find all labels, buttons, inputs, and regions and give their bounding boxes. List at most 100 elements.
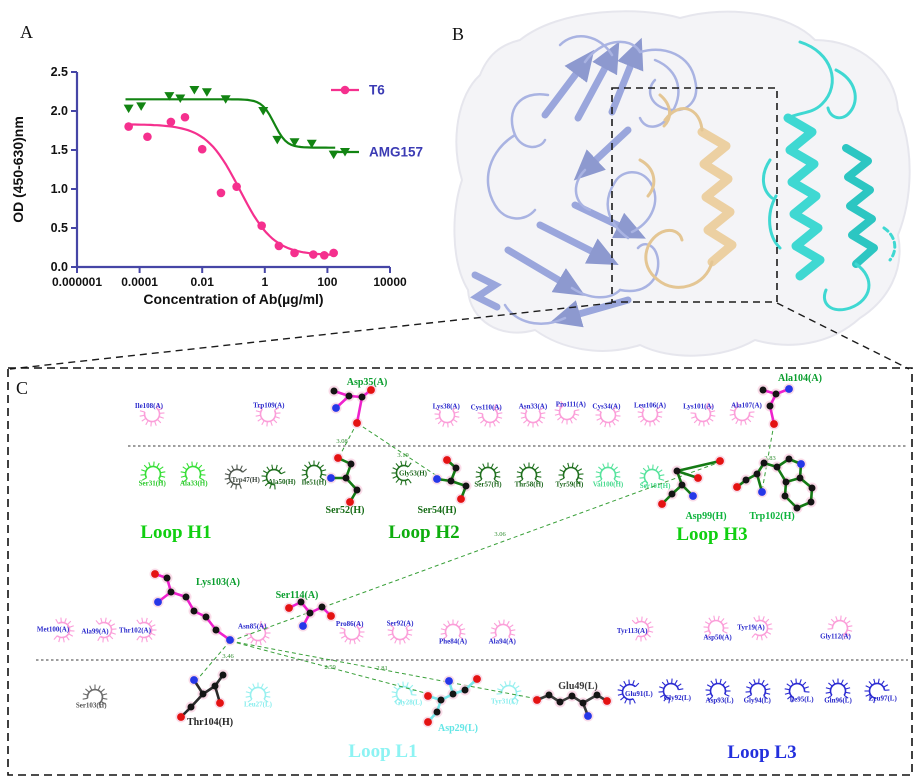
residue-structure-ser114a: Ser114(A) bbox=[276, 590, 337, 632]
residue-arc-trp109a: Trp109(A) bbox=[253, 402, 285, 427]
residue-arc-label: Leu27(L) bbox=[244, 701, 273, 709]
residue-arc-label: Cys110(A) bbox=[471, 403, 503, 411]
residue-structure-ser54h: Ser54(H) bbox=[418, 454, 472, 516]
panel-b-label: B bbox=[452, 24, 465, 44]
atom-c bbox=[742, 476, 750, 484]
residue-arc-label: Ala99(A) bbox=[81, 627, 109, 635]
atom-o bbox=[346, 498, 354, 506]
atom-o bbox=[457, 495, 465, 503]
residue-arc-tyr19a: Tyr19(A) bbox=[737, 615, 773, 641]
zoom-connector-line-right bbox=[776, 302, 910, 370]
residue-arc-label: Gly94(L) bbox=[744, 696, 772, 704]
residue-structure-label: Asp35(A) bbox=[347, 377, 388, 388]
atom-n bbox=[758, 488, 766, 496]
residue-arc-label: Pro86(A) bbox=[336, 620, 364, 628]
svg-text:1.0: 1.0 bbox=[51, 182, 68, 196]
residue-arc-label: Asn85(A) bbox=[238, 623, 267, 631]
residue-structure-label: Trp102(H) bbox=[749, 511, 794, 522]
atom-c bbox=[437, 696, 445, 704]
zoom-region-box bbox=[611, 87, 778, 303]
atom-o bbox=[716, 457, 724, 465]
residue-arc-tyr113a: Tyr113(A) bbox=[617, 616, 654, 642]
svg-text:T6: T6 bbox=[369, 83, 385, 98]
atom-o bbox=[694, 474, 702, 482]
residue-arc-label: Ser103(H) bbox=[76, 702, 107, 710]
atom-c bbox=[306, 609, 314, 617]
protein-structure-panel bbox=[453, 10, 911, 357]
residue-arc-label: Val100(H) bbox=[593, 481, 624, 489]
atom-c bbox=[773, 463, 781, 471]
residue-arc-label: Tyr59(H) bbox=[555, 480, 584, 488]
residue-structure-ser52h: Ser52(H) bbox=[325, 452, 364, 516]
residue-arc-label: Tyr113(A) bbox=[617, 627, 648, 635]
atom-n bbox=[299, 622, 307, 630]
chart-axes bbox=[75, 72, 390, 269]
residue-arc-ala94a: Ala94(A) bbox=[489, 619, 516, 645]
residue-arc-gly112a: Gly112(A) bbox=[820, 615, 853, 640]
chart-ticks bbox=[71, 71, 391, 273]
atom-c bbox=[163, 574, 171, 582]
residue-arc-label: Ala50(H) bbox=[268, 478, 296, 486]
y-axis-title: OD (450-630)nm bbox=[10, 116, 26, 223]
x-axis-title: Concentration of Ab(µg/ml) bbox=[143, 291, 323, 307]
panel-a-label: A bbox=[20, 22, 33, 42]
residue-structure-label: Lys103(A) bbox=[196, 577, 240, 588]
residue-arc-ile108a: Ile108(A) bbox=[135, 402, 165, 427]
bond-distance-label: 2.81 bbox=[376, 665, 387, 672]
residue-arc-label: Lys101(A) bbox=[683, 403, 714, 411]
hydrogen-bond: 3.06 bbox=[230, 461, 721, 642]
atom-n bbox=[584, 712, 592, 720]
atom-c bbox=[452, 464, 460, 472]
atom-c bbox=[199, 690, 207, 698]
residue-arc-trp47h: Trp47(H) bbox=[224, 464, 260, 490]
residue-structure-label: Asp29(L) bbox=[438, 723, 478, 734]
atom-o bbox=[353, 419, 361, 427]
residue-arc-label: Cys34(A) bbox=[592, 403, 621, 411]
atom-o bbox=[533, 696, 541, 704]
residue-structure-trp102h: Trp102(H) bbox=[731, 453, 818, 522]
residue-arc-label: Tyr31(L) bbox=[491, 697, 519, 705]
bond-distance-label: 3.46 bbox=[222, 653, 234, 660]
atom-o bbox=[473, 675, 481, 683]
bond bbox=[355, 395, 364, 425]
residue-arc-pro86a: Pro86(A) bbox=[336, 620, 365, 645]
residue-structure-ala104a: Ala104(A) bbox=[757, 373, 822, 430]
residue-arc-label: Asn33(A) bbox=[519, 403, 548, 411]
residue-arc-val100h: Val100(H) bbox=[593, 462, 624, 489]
hydrogen-bond: 3.19 bbox=[356, 422, 441, 479]
residue-structure-label: Thr104(H) bbox=[187, 717, 233, 728]
residue-arc-label: Tyr19(A) bbox=[737, 624, 765, 632]
hydrogen-bond: 3.08 bbox=[336, 422, 358, 458]
atom-o bbox=[603, 697, 611, 705]
loop-label-loop-l3: Loop L3 bbox=[727, 742, 796, 763]
residue-arc-label: Ser31(H) bbox=[139, 479, 167, 487]
hydrogen-bond: 3.46 bbox=[195, 640, 234, 682]
loop-label-loop-h2: Loop H2 bbox=[388, 522, 459, 543]
atom-o bbox=[285, 604, 293, 612]
residue-arc-label: Gly92(L) bbox=[664, 694, 692, 702]
residue-arc-gly53h: Gly53(H) bbox=[391, 460, 428, 486]
residue-structure-lys103a: Lys103(A) bbox=[149, 568, 240, 646]
residue-arc-label: Leu106(A) bbox=[634, 402, 667, 410]
residue-arc-label: Ala33(H) bbox=[180, 479, 208, 487]
series-amg157 bbox=[123, 85, 339, 160]
residue-arc-leu106a: Leu106(A) bbox=[634, 402, 667, 427]
bond-distance-label: 3.08 bbox=[336, 438, 347, 445]
residue-arc-ile51h: Ile51(H) bbox=[302, 460, 327, 487]
residue-arc-label: Gly112(A) bbox=[820, 632, 851, 640]
residue-arc-label: Thr58(H) bbox=[515, 481, 544, 489]
atom-c bbox=[182, 593, 190, 601]
residue-arc-label: Phe84(A) bbox=[439, 638, 468, 646]
atom-c bbox=[807, 498, 815, 506]
svg-text:0.0001: 0.0001 bbox=[121, 275, 158, 289]
loop-label-loop-h1: Loop H1 bbox=[140, 522, 211, 543]
zoom-connector-lines bbox=[9, 302, 910, 370]
atom-c bbox=[782, 478, 790, 486]
svg-text:2.5: 2.5 bbox=[51, 65, 68, 79]
atom-c bbox=[461, 686, 469, 694]
atom-n bbox=[332, 404, 340, 412]
interaction-diagram-frame bbox=[7, 367, 913, 776]
residue-structure-asp99h: Asp99(H) bbox=[656, 455, 727, 522]
atom-c bbox=[342, 474, 350, 482]
